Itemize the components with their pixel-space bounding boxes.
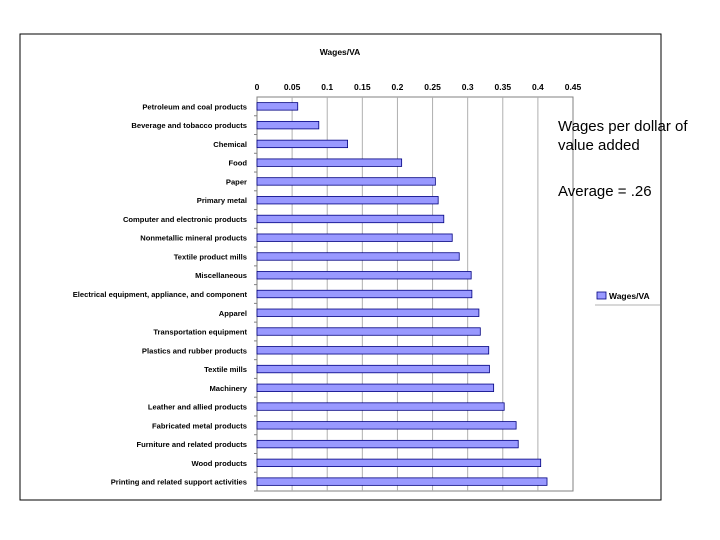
x-tick-label: 0.15 bbox=[354, 82, 371, 92]
category-label: Machinery bbox=[209, 384, 247, 393]
x-tick-label: 0.25 bbox=[424, 82, 441, 92]
x-tick-label: 0 bbox=[255, 82, 260, 92]
category-label: Miscellaneous bbox=[195, 271, 247, 280]
category-label: Fabricated metal products bbox=[152, 421, 247, 430]
bar bbox=[256, 458, 542, 468]
category-label: Chemical bbox=[213, 140, 247, 149]
x-tick-label: 0.2 bbox=[392, 82, 404, 92]
x-tick-label: 0.4 bbox=[532, 82, 544, 92]
bar bbox=[256, 308, 480, 317]
bar bbox=[256, 120, 320, 130]
labels-layer: Petroleum and coal products Beverage and … bbox=[73, 102, 248, 486]
legend-swatch bbox=[596, 291, 607, 300]
bar bbox=[256, 346, 490, 355]
category-label: Wood products bbox=[191, 459, 247, 468]
category-label: Furniture and related products bbox=[136, 440, 247, 449]
bar bbox=[256, 402, 505, 411]
category-label: Printing and related support activities bbox=[111, 478, 247, 487]
ticks-layer: 0 0.05 0.1 0.15 0.2 0.25 0.3 0.35 0.4 0.45 bbox=[254, 82, 582, 492]
bar bbox=[256, 421, 517, 430]
category-label: Textile product mills bbox=[174, 252, 247, 261]
bars-layer bbox=[256, 102, 548, 486]
legend-label: Wages/VA bbox=[609, 291, 650, 301]
bar bbox=[256, 139, 348, 149]
category-label: Textile mills bbox=[204, 365, 247, 374]
category-label: Nonmetallic mineral products bbox=[140, 234, 247, 243]
legend: Wages/VA bbox=[595, 291, 660, 306]
bar bbox=[256, 271, 472, 280]
bar bbox=[256, 214, 445, 224]
bar bbox=[256, 364, 490, 374]
bar bbox=[256, 158, 403, 167]
average-annotation: Average = .26 bbox=[558, 183, 652, 200]
bar bbox=[256, 383, 495, 392]
bar bbox=[256, 439, 519, 449]
category-label: Paper bbox=[226, 177, 247, 186]
x-tick-label: 0.45 bbox=[565, 82, 582, 92]
category-label: Food bbox=[228, 159, 247, 168]
category-label: Petroleum and coal products bbox=[142, 102, 247, 111]
category-label: Electrical equipment, appliance, and com… bbox=[73, 290, 248, 299]
category-label: Computer and electronic products bbox=[123, 215, 247, 224]
bar bbox=[256, 102, 299, 111]
chart-title: Wages/VA bbox=[320, 47, 361, 57]
bar bbox=[256, 289, 473, 299]
category-label: Plastics and rubber products bbox=[142, 346, 247, 355]
category-label: Transportation equipment bbox=[153, 328, 247, 337]
bar bbox=[256, 252, 460, 261]
category-label: Leather and allied products bbox=[148, 403, 247, 412]
x-tick-label: 0.05 bbox=[284, 82, 301, 92]
bar bbox=[256, 177, 436, 186]
category-label: Beverage and tobacco products bbox=[131, 121, 247, 130]
x-tick-label: 0.35 bbox=[495, 82, 512, 92]
wages-annotation: Wages per dollar of value added bbox=[558, 118, 688, 154]
category-label: Apparel bbox=[219, 309, 247, 318]
category-label: Primary metal bbox=[197, 196, 247, 205]
bar bbox=[256, 327, 481, 336]
x-tick-label: 0.3 bbox=[462, 82, 474, 92]
bar bbox=[256, 477, 548, 486]
x-tick-label: 0.1 bbox=[321, 82, 333, 92]
bar bbox=[256, 196, 439, 205]
bar bbox=[256, 233, 453, 242]
